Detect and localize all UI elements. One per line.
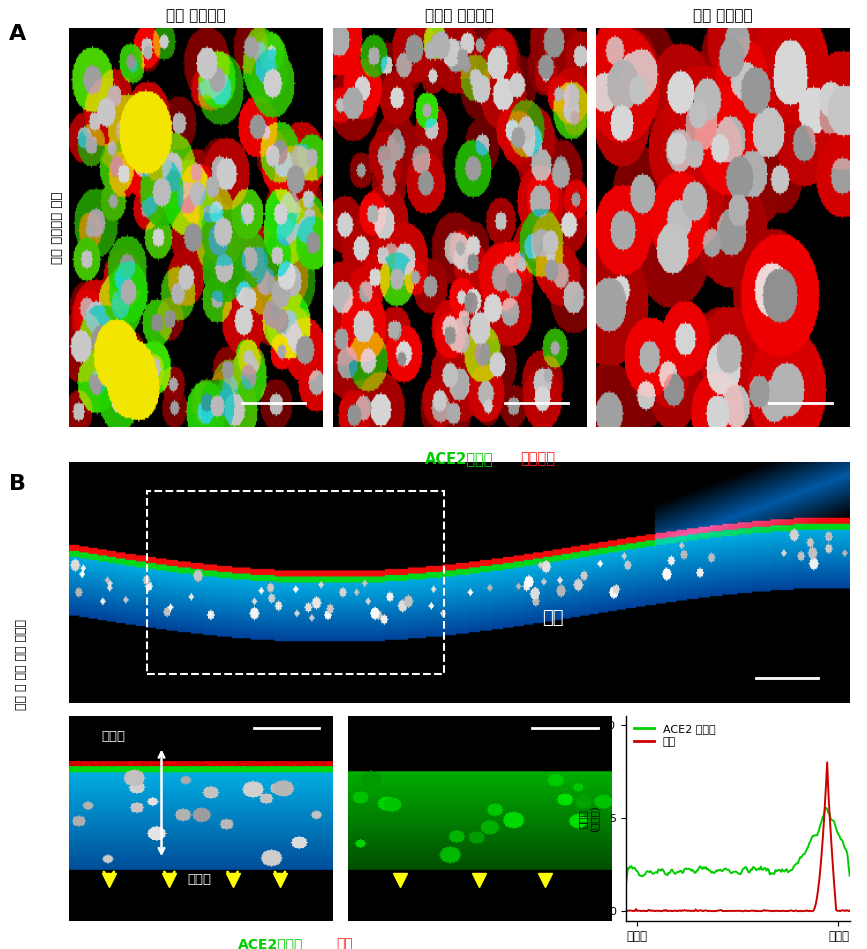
Legend: ACE2 단백질, 섬모: ACE2 단백질, 섬모 <box>631 721 717 749</box>
Y-axis label: 인간 상피세포 표면: 인간 상피세포 표면 <box>51 192 64 264</box>
Title: 구강 편평상피: 구강 편평상피 <box>694 9 753 23</box>
Text: A: A <box>9 24 26 44</box>
Text: B: B <box>9 474 26 494</box>
Title: 비인두 이행상피: 비인두 이행상피 <box>425 9 494 23</box>
Text: ACE2단백질: ACE2단백질 <box>425 451 494 466</box>
Text: 상피세포: 상피세포 <box>384 938 418 949</box>
Text: 상피세포: 상피세포 <box>520 451 555 466</box>
Y-axis label: 발현량
(정규화): 발현량 (정규화) <box>577 805 599 831</box>
Text: 비강: 비강 <box>543 609 564 627</box>
Text: 섬모: 섬모 <box>336 938 353 949</box>
Text: 인간 코 호흡 상피 절단면: 인간 코 호흡 상피 절단면 <box>16 619 28 710</box>
Bar <box>147 491 444 674</box>
Title: 비강 호흡상피: 비강 호흡상피 <box>166 9 225 23</box>
Text: 기저부: 기저부 <box>101 730 125 743</box>
Text: 첨단부: 첨단부 <box>188 873 212 886</box>
Text: ACE2단백질: ACE2단백질 <box>238 938 303 949</box>
